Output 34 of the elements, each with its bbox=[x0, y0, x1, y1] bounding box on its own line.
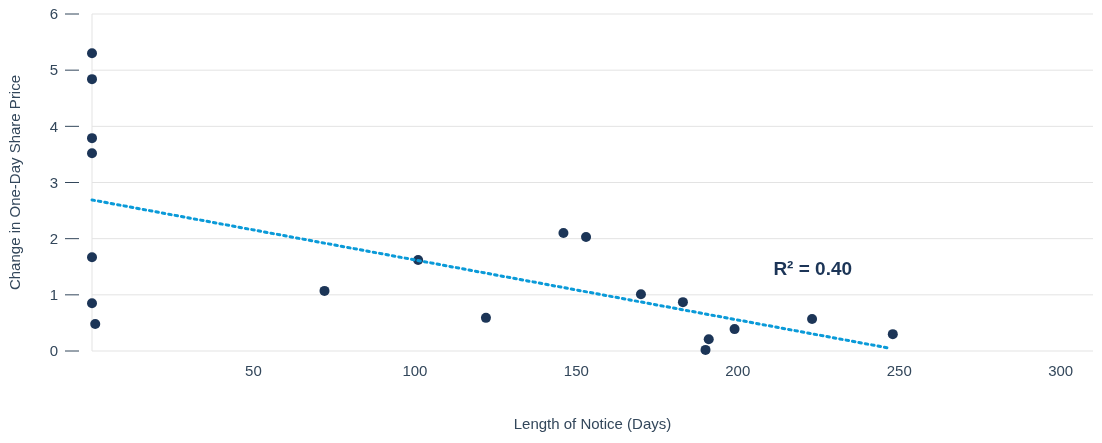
point bbox=[807, 313, 818, 324]
y-axis-title: Change in One-Day Share Price bbox=[6, 74, 23, 291]
annotation: R² = 0.40 bbox=[773, 257, 853, 279]
point bbox=[581, 231, 592, 242]
point bbox=[729, 324, 740, 335]
point bbox=[677, 297, 688, 308]
point bbox=[87, 48, 97, 59]
point bbox=[90, 319, 101, 330]
point bbox=[703, 334, 714, 345]
point bbox=[635, 289, 646, 300]
x-tick-label: 200 bbox=[725, 362, 751, 379]
point bbox=[700, 344, 711, 355]
point bbox=[319, 285, 330, 296]
y-tick-label: 5 bbox=[49, 61, 58, 79]
point bbox=[87, 252, 97, 263]
y-tick-label: 6 bbox=[49, 5, 58, 23]
x-tick-label: 100 bbox=[402, 362, 428, 379]
point bbox=[87, 133, 97, 144]
y-tick-label: 2 bbox=[49, 229, 58, 247]
x-tick-label: 50 bbox=[245, 362, 262, 379]
point bbox=[480, 312, 491, 323]
x-axis-title: Length of Notice (Days) bbox=[513, 415, 672, 432]
x-tick-label: 150 bbox=[563, 362, 589, 379]
point bbox=[887, 329, 898, 340]
point bbox=[87, 298, 97, 309]
x-tick-label: 250 bbox=[886, 362, 912, 379]
x-tick-label: 300 bbox=[1048, 362, 1074, 379]
y-tick-label: 3 bbox=[49, 173, 58, 191]
point bbox=[87, 148, 97, 159]
point bbox=[87, 74, 97, 85]
y-tick-label: 4 bbox=[49, 117, 58, 135]
point bbox=[558, 228, 569, 239]
y-tick-label: 1 bbox=[49, 286, 58, 304]
y-tick-label: 0 bbox=[49, 342, 58, 360]
